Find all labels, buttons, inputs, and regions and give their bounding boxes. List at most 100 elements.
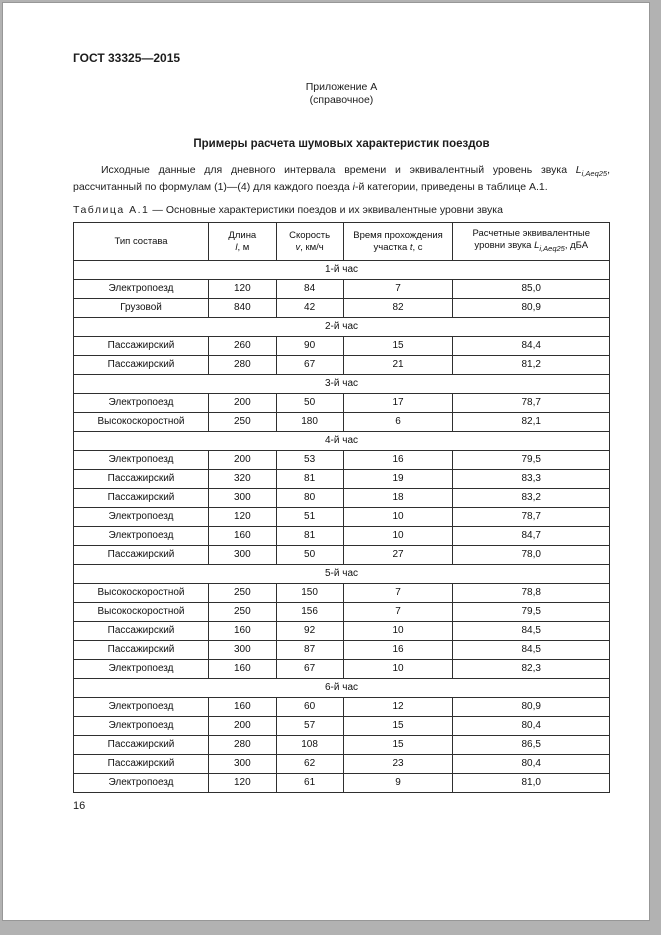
table-row: Электропоезд 160 81 10 84,7 [72,525,610,546]
train-type-cell: Пассажирский [72,335,210,356]
value-cell: 250 [208,601,277,622]
value-cell: 280 [208,354,277,375]
value-cell: 78,0 [452,544,610,565]
caption-dash: — [152,204,163,217]
value-cell: 7 [342,582,454,603]
value-cell: 84,7 [452,525,610,546]
value-cell: 160 [208,525,277,546]
col-header-time: Время прохождения участка t, с [342,222,454,261]
table-row: Электропоезд 200 57 15 80,4 [72,715,610,736]
value-cell: 16 [342,449,454,470]
value-cell: 84,4 [452,335,610,356]
intro-text: , рассчитанный по формулам (1)—(4) для к… [73,164,610,193]
value-cell: 200 [208,715,277,736]
value-cell: 78,8 [452,582,610,603]
hour-section-row: 3-й час [73,373,610,394]
value-cell: 42 [275,297,344,318]
table-row: Высокоскоростной 250 156 7 79,5 [72,601,610,622]
table-row: Пассажирский 300 80 18 83,2 [72,487,610,508]
value-cell: 81,2 [452,354,610,375]
train-type-cell: Электропоезд [72,772,210,793]
col-header-label: Расчетные эквивалентные уровни звука [472,228,591,252]
train-type-cell: Грузовой [72,297,210,318]
value-cell: 50 [275,392,344,413]
hour-section-label: 4-й час [73,430,610,451]
value-cell: 280 [208,734,277,755]
train-type-cell: Электропоезд [72,658,210,679]
value-cell: 250 [208,411,277,432]
level-symbol: L [575,164,582,176]
value-cell: 60 [275,696,344,717]
value-cell: 9 [342,772,454,793]
table-row: Электропоезд 120 61 9 81,0 [72,772,610,793]
hour-section-label: 1-й час [73,259,610,280]
value-cell: 92 [275,620,344,641]
appendix-title: Приложение А [305,81,378,93]
appendix-heading: Приложение А (справочное) [73,81,610,107]
value-cell: 80 [275,487,344,508]
value-cell: 15 [342,715,454,736]
value-cell: 81 [275,525,344,546]
value-cell: 120 [208,772,277,793]
value-cell: 81,0 [452,772,610,793]
train-type-cell: Высокоскоростной [72,411,210,432]
col-header-length: Длина l, м [208,222,277,261]
hour-section-row: 6-й час [73,677,610,698]
train-type-cell: Пассажирский [72,620,210,641]
table-row: Электропоезд 200 50 17 78,7 [72,392,610,413]
train-type-cell: Пассажирский [72,468,210,489]
table-caption: Таблица А.1— Основные характеристики поез… [73,204,610,217]
train-type-cell: Высокоскоростной [72,582,210,603]
value-cell: 10 [342,506,454,527]
index-symbol: i [352,180,355,193]
col-header-train-type: Тип состава [72,222,210,261]
value-cell: 78,7 [452,506,610,527]
table-row: Пассажирский 280 108 15 86,5 [72,734,610,755]
value-cell: 300 [208,487,277,508]
value-cell: 83,2 [452,487,610,508]
table-row: Пассажирский 300 62 23 80,4 [72,753,610,774]
col-header-level: Расчетные эквивалентные уровни звука Li,… [452,222,610,261]
level-subscript: i,Aeq25 [581,169,608,179]
col-header-label: Тип состава [114,235,168,247]
value-cell: 80,4 [452,715,610,736]
value-cell: 300 [208,639,277,660]
value-cell: 15 [342,335,454,356]
value-cell: 10 [342,525,454,546]
value-cell: 16 [342,639,454,660]
value-cell: 80,9 [452,696,610,717]
value-cell: 86,5 [452,734,610,755]
train-type-cell: Пассажирский [72,734,210,755]
table-row: Грузовой 840 42 82 80,9 [72,297,610,318]
value-cell: 50 [275,544,344,565]
value-cell: 160 [208,620,277,641]
value-cell: 79,5 [452,601,610,622]
col-header-label: Время прохождения участка [353,229,443,253]
value-cell: 80,4 [452,753,610,774]
appendix-subtitle: (справочное) [309,94,374,106]
train-type-cell: Пассажирский [72,753,210,774]
train-type-cell: Электропоезд [72,278,210,299]
value-cell: 81 [275,468,344,489]
value-cell: 250 [208,582,277,603]
train-type-cell: Пассажирский [72,487,210,508]
col-header-unit: v, км/ч [295,241,324,253]
train-type-cell: Электропоезд [72,525,210,546]
table-header-row: Тип состава Длина l, м Скорость v, км/ч … [72,222,610,261]
value-cell: 108 [275,734,344,755]
train-type-cell: Электропоезд [72,392,210,413]
intro-text: Исходные данные для дневного интервала в… [101,164,576,176]
value-cell: 82,1 [452,411,610,432]
value-cell: 150 [275,582,344,603]
table-row: Электропоезд 120 51 10 78,7 [72,506,610,527]
value-cell: 10 [342,620,454,641]
value-cell: 67 [275,658,344,679]
value-cell: 21 [342,354,454,375]
value-cell: 180 [275,411,344,432]
value-cell: 156 [275,601,344,622]
intro-paragraph: Исходные данные для дневного интервала в… [73,164,610,194]
value-cell: 51 [275,506,344,527]
table-row: Пассажирский 300 50 27 78,0 [72,544,610,565]
value-cell: 62 [275,753,344,774]
